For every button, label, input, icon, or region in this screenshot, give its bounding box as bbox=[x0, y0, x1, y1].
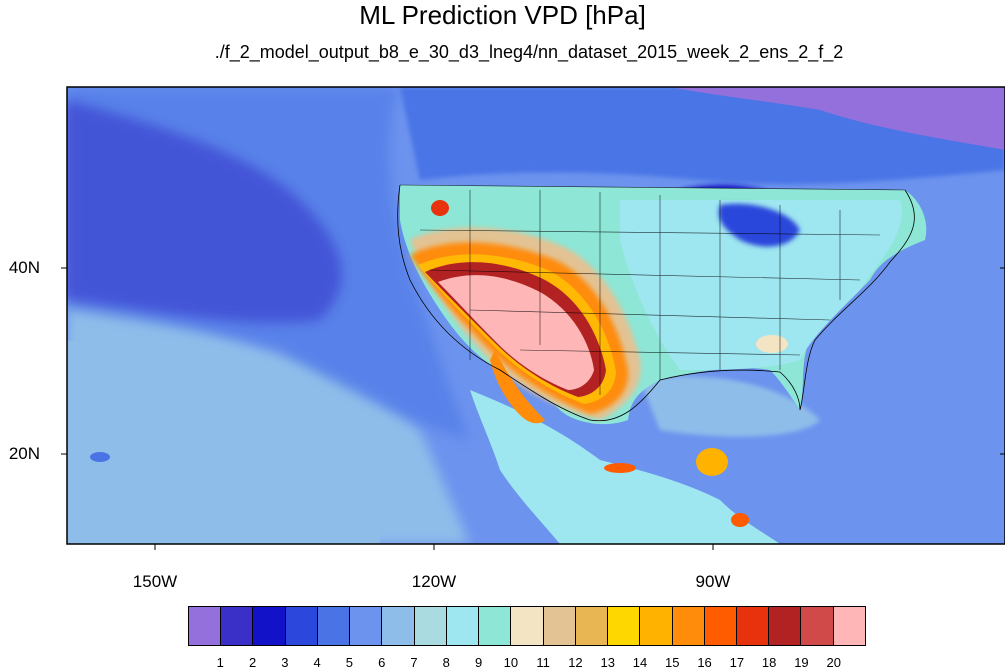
colorbar-label: 17 bbox=[729, 655, 745, 670]
colorbar-label: 16 bbox=[697, 655, 712, 670]
colorbar-swatch bbox=[414, 607, 447, 645]
colorbar-label: 11 bbox=[536, 655, 550, 670]
colorbar-label: 5 bbox=[345, 655, 354, 670]
colorbar-swatch bbox=[833, 607, 865, 645]
colorbar-label: 13 bbox=[600, 655, 615, 670]
colorbar-label: 1 bbox=[216, 655, 224, 670]
colorbar-swatch bbox=[608, 607, 641, 645]
colorbar-label: 2 bbox=[248, 655, 257, 670]
baja-strip bbox=[490, 350, 545, 424]
great-lakes bbox=[718, 203, 800, 247]
colorbar-label: 14 bbox=[632, 655, 648, 670]
eastern-us-cyan bbox=[620, 200, 902, 370]
colorbar-swatch bbox=[350, 607, 383, 645]
colorbar-swatch bbox=[446, 607, 480, 645]
colorbar-swatch bbox=[285, 607, 318, 645]
colorbar-swatch bbox=[479, 607, 512, 645]
colorbar-swatch bbox=[801, 607, 834, 645]
colorbar-swatch bbox=[769, 607, 802, 645]
map-subtitle: ./f_2_model_output_b8_e_30_d3_lneg4/nn_d… bbox=[214, 42, 844, 62]
colorbar-label: 8 bbox=[442, 655, 450, 670]
atlantic-mid bbox=[860, 200, 1005, 430]
colorbar-swatch bbox=[640, 607, 673, 645]
central-mexico-hotspot bbox=[604, 463, 636, 473]
hawaii bbox=[90, 452, 110, 462]
plot-frame bbox=[66, 86, 1005, 545]
colorbar-swatch bbox=[382, 607, 415, 645]
colorbar-label: 6 bbox=[378, 655, 386, 670]
colorbar-label: 18 bbox=[761, 655, 777, 670]
colorbar-swatch bbox=[189, 607, 222, 645]
vpd-map bbox=[61, 86, 1005, 550]
colorbar-label: 19 bbox=[794, 655, 809, 670]
colorbar-label: 3 bbox=[281, 655, 289, 670]
colorbar-swatch bbox=[253, 607, 286, 645]
colorbar-label: 7 bbox=[410, 655, 418, 670]
colorbar-swatch bbox=[543, 607, 576, 645]
lat-label-40n: 40N bbox=[8, 258, 40, 277]
lon-label-120w: 120W bbox=[411, 572, 457, 591]
colorbar-label: 12 bbox=[568, 655, 583, 670]
colorbar bbox=[188, 606, 866, 646]
map-title: ML Prediction VPD [hPa] bbox=[359, 0, 646, 30]
lon-label-90w: 90W bbox=[695, 572, 731, 591]
southeast-tan bbox=[756, 335, 788, 353]
coastline bbox=[397, 184, 915, 422]
colorbar-label: 15 bbox=[665, 655, 680, 670]
lon-label-150w: 150W bbox=[132, 572, 178, 591]
gulf-pale bbox=[640, 376, 820, 437]
colorbar-swatch bbox=[736, 607, 770, 645]
colorbar-swatch bbox=[221, 607, 254, 645]
colorbar-swatch bbox=[704, 607, 737, 645]
hudson-purple bbox=[670, 87, 1005, 150]
colorbar-swatch bbox=[575, 607, 609, 645]
southwest-pink-core bbox=[438, 275, 594, 390]
pacific-pale-band bbox=[67, 340, 380, 544]
colorbar-label: 9 bbox=[474, 655, 483, 670]
state-borders bbox=[399, 184, 906, 395]
lat-label-20n: 20N bbox=[8, 444, 40, 463]
colorbar-label: 4 bbox=[313, 655, 321, 670]
colorbar-swatch bbox=[317, 607, 351, 645]
colorbar-label: 20 bbox=[826, 655, 841, 670]
colorbar-label: 10 bbox=[503, 655, 519, 670]
central-america-hotspot bbox=[731, 513, 749, 527]
pacific-nw-hotspot bbox=[431, 200, 449, 216]
yucatan-hotspot bbox=[696, 448, 728, 476]
map-field bbox=[67, 87, 1005, 544]
axis-ticks bbox=[61, 267, 1005, 550]
colorbar-swatch bbox=[511, 607, 544, 645]
pacific-mid-band bbox=[67, 87, 470, 440]
colorbar-swatch bbox=[672, 607, 705, 645]
